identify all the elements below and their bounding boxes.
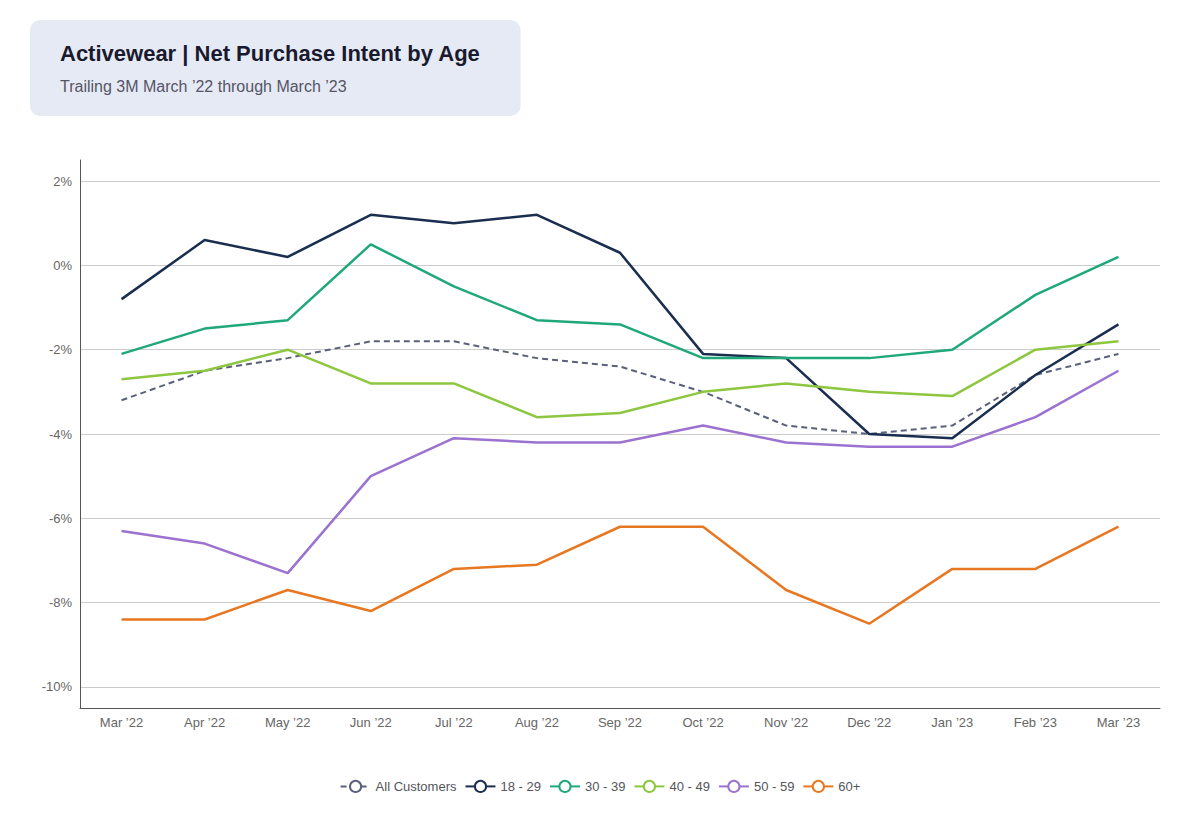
svg-text:Nov ’22: Nov ’22 <box>764 715 808 730</box>
svg-text:2%: 2% <box>53 174 72 189</box>
svg-text:Mar ’23: Mar ’23 <box>1097 715 1140 730</box>
svg-text:Trailing 3M March ’22 through: Trailing 3M March ’22 through March ’23 <box>60 78 347 95</box>
svg-text:Jul ’22: Jul ’22 <box>435 715 473 730</box>
svg-text:30 - 39: 30 - 39 <box>585 779 625 794</box>
svg-text:Sep ’22: Sep ’22 <box>598 715 642 730</box>
svg-text:May ’22: May ’22 <box>265 715 311 730</box>
svg-text:-4%: -4% <box>49 427 73 442</box>
svg-text:50 - 59: 50 - 59 <box>754 779 794 794</box>
svg-text:-10%: -10% <box>42 679 73 694</box>
svg-text:-6%: -6% <box>49 511 73 526</box>
svg-text:18 - 29: 18 - 29 <box>500 779 540 794</box>
svg-text:0%: 0% <box>53 258 72 273</box>
svg-text:Jun ’22: Jun ’22 <box>350 715 392 730</box>
svg-text:Mar ’22: Mar ’22 <box>100 715 143 730</box>
svg-text:Feb ’23: Feb ’23 <box>1014 715 1057 730</box>
svg-text:Jan ’23: Jan ’23 <box>931 715 973 730</box>
svg-text:40 - 49: 40 - 49 <box>669 779 709 794</box>
svg-text:-2%: -2% <box>49 342 73 357</box>
svg-text:-8%: -8% <box>49 595 73 610</box>
svg-text:Apr ’22: Apr ’22 <box>184 715 225 730</box>
svg-text:Aug ’22: Aug ’22 <box>515 715 559 730</box>
svg-text:All Customers: All Customers <box>376 779 457 794</box>
svg-text:Activewear | Net Purchase Inte: Activewear | Net Purchase Intent by Age <box>60 41 480 66</box>
svg-text:Oct ’22: Oct ’22 <box>682 715 723 730</box>
svg-text:60+: 60+ <box>838 779 860 794</box>
svg-text:Dec ’22: Dec ’22 <box>847 715 891 730</box>
